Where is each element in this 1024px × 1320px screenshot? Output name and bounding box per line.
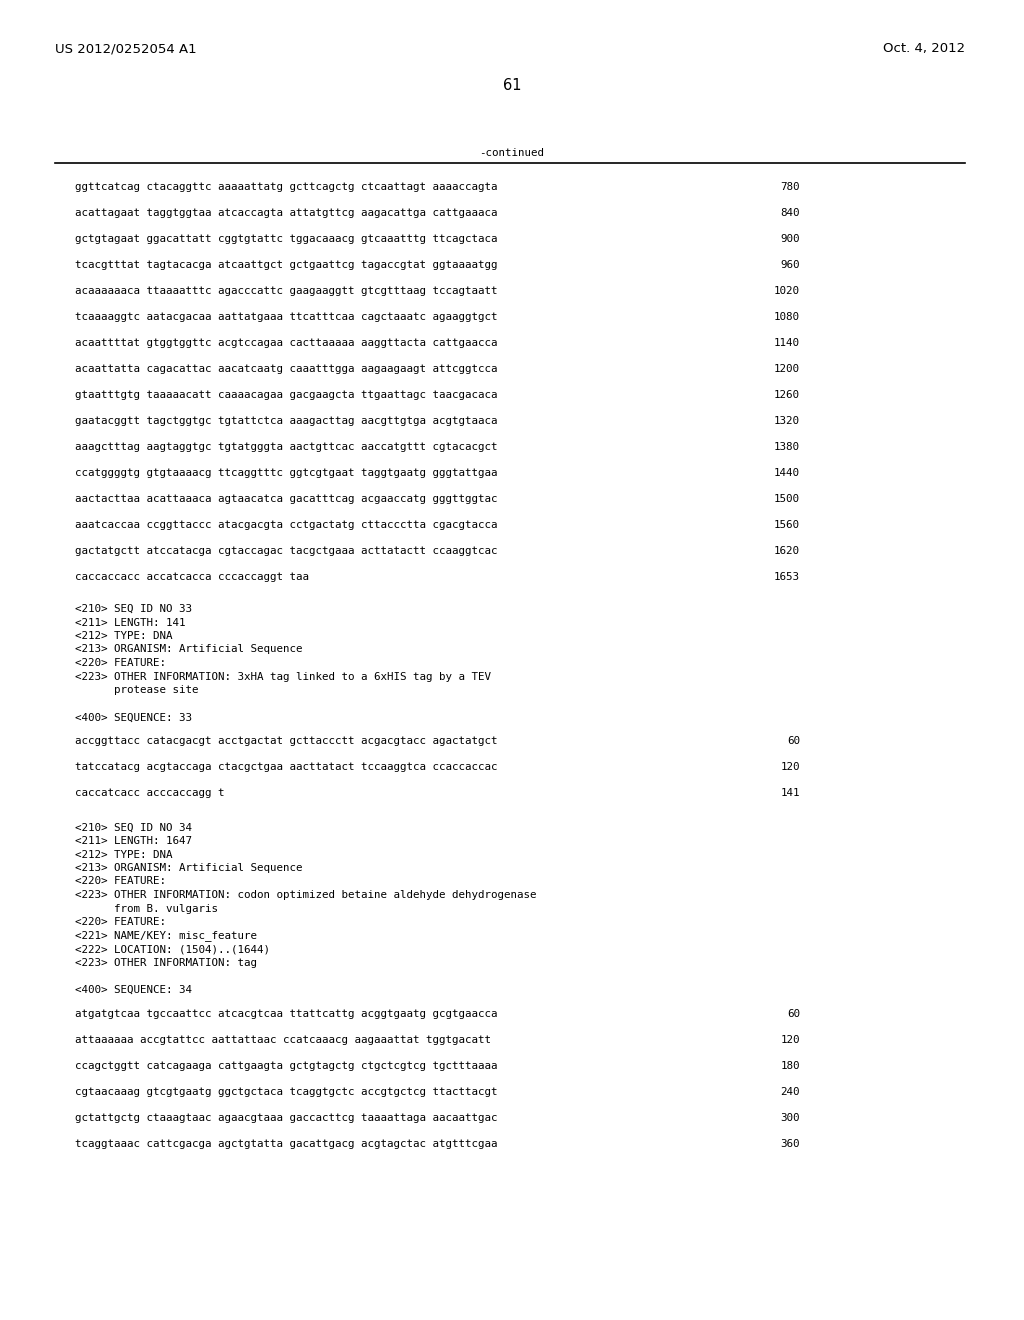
Text: 61: 61 — [503, 78, 521, 92]
Text: 1380: 1380 — [774, 442, 800, 451]
Text: acaaaaaaca ttaaaatttc agacccattc gaagaaggtt gtcgtttaag tccagtaatt: acaaaaaaca ttaaaatttc agacccattc gaagaag… — [75, 286, 498, 296]
Text: 120: 120 — [780, 763, 800, 772]
Text: <220> FEATURE:: <220> FEATURE: — [75, 876, 166, 887]
Text: tatccatacg acgtaccaga ctacgctgaa aacttatact tccaaggtca ccaccaccac: tatccatacg acgtaccaga ctacgctgaa aacttat… — [75, 763, 498, 772]
Text: 840: 840 — [780, 209, 800, 218]
Text: caccatcacc acccaccagg t: caccatcacc acccaccagg t — [75, 788, 224, 799]
Text: 780: 780 — [780, 182, 800, 191]
Text: US 2012/0252054 A1: US 2012/0252054 A1 — [55, 42, 197, 55]
Text: tcaggtaaac cattcgacga agctgtatta gacattgacg acgtagctac atgtttcgaa: tcaggtaaac cattcgacga agctgtatta gacattg… — [75, 1139, 498, 1148]
Text: <223> OTHER INFORMATION: tag: <223> OTHER INFORMATION: tag — [75, 957, 257, 968]
Text: 1260: 1260 — [774, 389, 800, 400]
Text: 1560: 1560 — [774, 520, 800, 531]
Text: acattagaat taggtggtaa atcaccagta attatgttcg aagacattga cattgaaaca: acattagaat taggtggtaa atcaccagta attatgt… — [75, 209, 498, 218]
Text: attaaaaaa accgtattcc aattattaac ccatcaaacg aagaaattat tggtgacatt: attaaaaaa accgtattcc aattattaac ccatcaaa… — [75, 1035, 490, 1045]
Text: 60: 60 — [787, 1008, 800, 1019]
Text: <212> TYPE: DNA: <212> TYPE: DNA — [75, 850, 172, 859]
Text: aactacttaa acattaaaca agtaacatca gacatttcag acgaaccatg gggttggtac: aactacttaa acattaaaca agtaacatca gacattt… — [75, 494, 498, 504]
Text: ccatggggtg gtgtaaaacg ttcaggtttc ggtcgtgaat taggtgaatg gggtattgaa: ccatggggtg gtgtaaaacg ttcaggtttc ggtcgtg… — [75, 469, 498, 478]
Text: ggttcatcag ctacaggttc aaaaattatg gcttcagctg ctcaattagt aaaaccagta: ggttcatcag ctacaggttc aaaaattatg gcttcag… — [75, 182, 498, 191]
Text: aaagctttag aagtaggtgc tgtatgggta aactgttcac aaccatgttt cgtacacgct: aaagctttag aagtaggtgc tgtatgggta aactgtt… — [75, 442, 498, 451]
Text: <212> TYPE: DNA: <212> TYPE: DNA — [75, 631, 172, 642]
Text: Oct. 4, 2012: Oct. 4, 2012 — [883, 42, 965, 55]
Text: 60: 60 — [787, 737, 800, 747]
Text: gctgtagaat ggacattatt cggtgtattc tggacaaacg gtcaaatttg ttcagctaca: gctgtagaat ggacattatt cggtgtattc tggacaa… — [75, 234, 498, 244]
Text: 1500: 1500 — [774, 494, 800, 504]
Text: gaatacggtt tagctggtgc tgtattctca aaagacttag aacgttgtga acgtgtaaca: gaatacggtt tagctggtgc tgtattctca aaagact… — [75, 416, 498, 426]
Text: tcaaaaggtc aatacgacaa aattatgaaa ttcatttcaa cagctaaatc agaaggtgct: tcaaaaggtc aatacgacaa aattatgaaa ttcattt… — [75, 312, 498, 322]
Text: 240: 240 — [780, 1086, 800, 1097]
Text: <223> OTHER INFORMATION: 3xHA tag linked to a 6xHIS tag by a TEV: <223> OTHER INFORMATION: 3xHA tag linked… — [75, 672, 490, 681]
Text: caccaccacc accatcacca cccaccaggt taa: caccaccacc accatcacca cccaccaggt taa — [75, 572, 309, 582]
Text: 1620: 1620 — [774, 546, 800, 556]
Text: tcacgtttat tagtacacga atcaattgct gctgaattcg tagaccgtat ggtaaaatgg: tcacgtttat tagtacacga atcaattgct gctgaat… — [75, 260, 498, 271]
Text: 1320: 1320 — [774, 416, 800, 426]
Text: <223> OTHER INFORMATION: codon optimized betaine aldehyde dehydrogenase: <223> OTHER INFORMATION: codon optimized… — [75, 890, 537, 900]
Text: <400> SEQUENCE: 34: <400> SEQUENCE: 34 — [75, 985, 193, 995]
Text: <213> ORGANISM: Artificial Sequence: <213> ORGANISM: Artificial Sequence — [75, 644, 302, 655]
Text: <221> NAME/KEY: misc_feature: <221> NAME/KEY: misc_feature — [75, 931, 257, 941]
Text: <400> SEQUENCE: 33: <400> SEQUENCE: 33 — [75, 713, 193, 722]
Text: 900: 900 — [780, 234, 800, 244]
Text: <211> LENGTH: 1647: <211> LENGTH: 1647 — [75, 836, 193, 846]
Text: 300: 300 — [780, 1113, 800, 1123]
Text: <210> SEQ ID NO 33: <210> SEQ ID NO 33 — [75, 605, 193, 614]
Text: aaatcaccaa ccggttaccc atacgacgta cctgactatg cttaccctta cgacgtacca: aaatcaccaa ccggttaccc atacgacgta cctgact… — [75, 520, 498, 531]
Text: 1080: 1080 — [774, 312, 800, 322]
Text: 1200: 1200 — [774, 364, 800, 374]
Text: gctattgctg ctaaagtaac agaacgtaaa gaccacttcg taaaattaga aacaattgac: gctattgctg ctaaagtaac agaacgtaaa gaccact… — [75, 1113, 498, 1123]
Text: protease site: protease site — [75, 685, 199, 696]
Text: <210> SEQ ID NO 34: <210> SEQ ID NO 34 — [75, 822, 193, 833]
Text: accggttacc catacgacgt acctgactat gcttaccctt acgacgtacc agactatgct: accggttacc catacgacgt acctgactat gcttacc… — [75, 737, 498, 747]
Text: <213> ORGANISM: Artificial Sequence: <213> ORGANISM: Artificial Sequence — [75, 863, 302, 873]
Text: from B. vulgaris: from B. vulgaris — [75, 903, 218, 913]
Text: 120: 120 — [780, 1035, 800, 1045]
Text: -continued: -continued — [479, 148, 545, 158]
Text: 960: 960 — [780, 260, 800, 271]
Text: <222> LOCATION: (1504)..(1644): <222> LOCATION: (1504)..(1644) — [75, 944, 270, 954]
Text: cgtaacaaag gtcgtgaatg ggctgctaca tcaggtgctc accgtgctcg ttacttacgt: cgtaacaaag gtcgtgaatg ggctgctaca tcaggtg… — [75, 1086, 498, 1097]
Text: atgatgtcaa tgccaattcc atcacgtcaa ttattcattg acggtgaatg gcgtgaacca: atgatgtcaa tgccaattcc atcacgtcaa ttattca… — [75, 1008, 498, 1019]
Text: acaattatta cagacattac aacatcaatg caaatttgga aagaagaagt attcggtcca: acaattatta cagacattac aacatcaatg caaattt… — [75, 364, 498, 374]
Text: gactatgctt atccatacga cgtaccagac tacgctgaaa acttatactt ccaaggtcac: gactatgctt atccatacga cgtaccagac tacgctg… — [75, 546, 498, 556]
Text: 141: 141 — [780, 788, 800, 799]
Text: <220> FEATURE:: <220> FEATURE: — [75, 657, 166, 668]
Text: 1020: 1020 — [774, 286, 800, 296]
Text: acaattttat gtggtggttc acgtccagaa cacttaaaaa aaggttacta cattgaacca: acaattttat gtggtggttc acgtccagaa cacttaa… — [75, 338, 498, 348]
Text: 180: 180 — [780, 1061, 800, 1071]
Text: gtaatttgtg taaaaacatt caaaacagaa gacgaagcta ttgaattagc taacgacaca: gtaatttgtg taaaaacatt caaaacagaa gacgaag… — [75, 389, 498, 400]
Text: 1653: 1653 — [774, 572, 800, 582]
Text: 1140: 1140 — [774, 338, 800, 348]
Text: 1440: 1440 — [774, 469, 800, 478]
Text: ccagctggtt catcagaaga cattgaagta gctgtagctg ctgctcgtcg tgctttaaaa: ccagctggtt catcagaaga cattgaagta gctgtag… — [75, 1061, 498, 1071]
Text: <220> FEATURE:: <220> FEATURE: — [75, 917, 166, 927]
Text: 360: 360 — [780, 1139, 800, 1148]
Text: <211> LENGTH: 141: <211> LENGTH: 141 — [75, 618, 185, 627]
